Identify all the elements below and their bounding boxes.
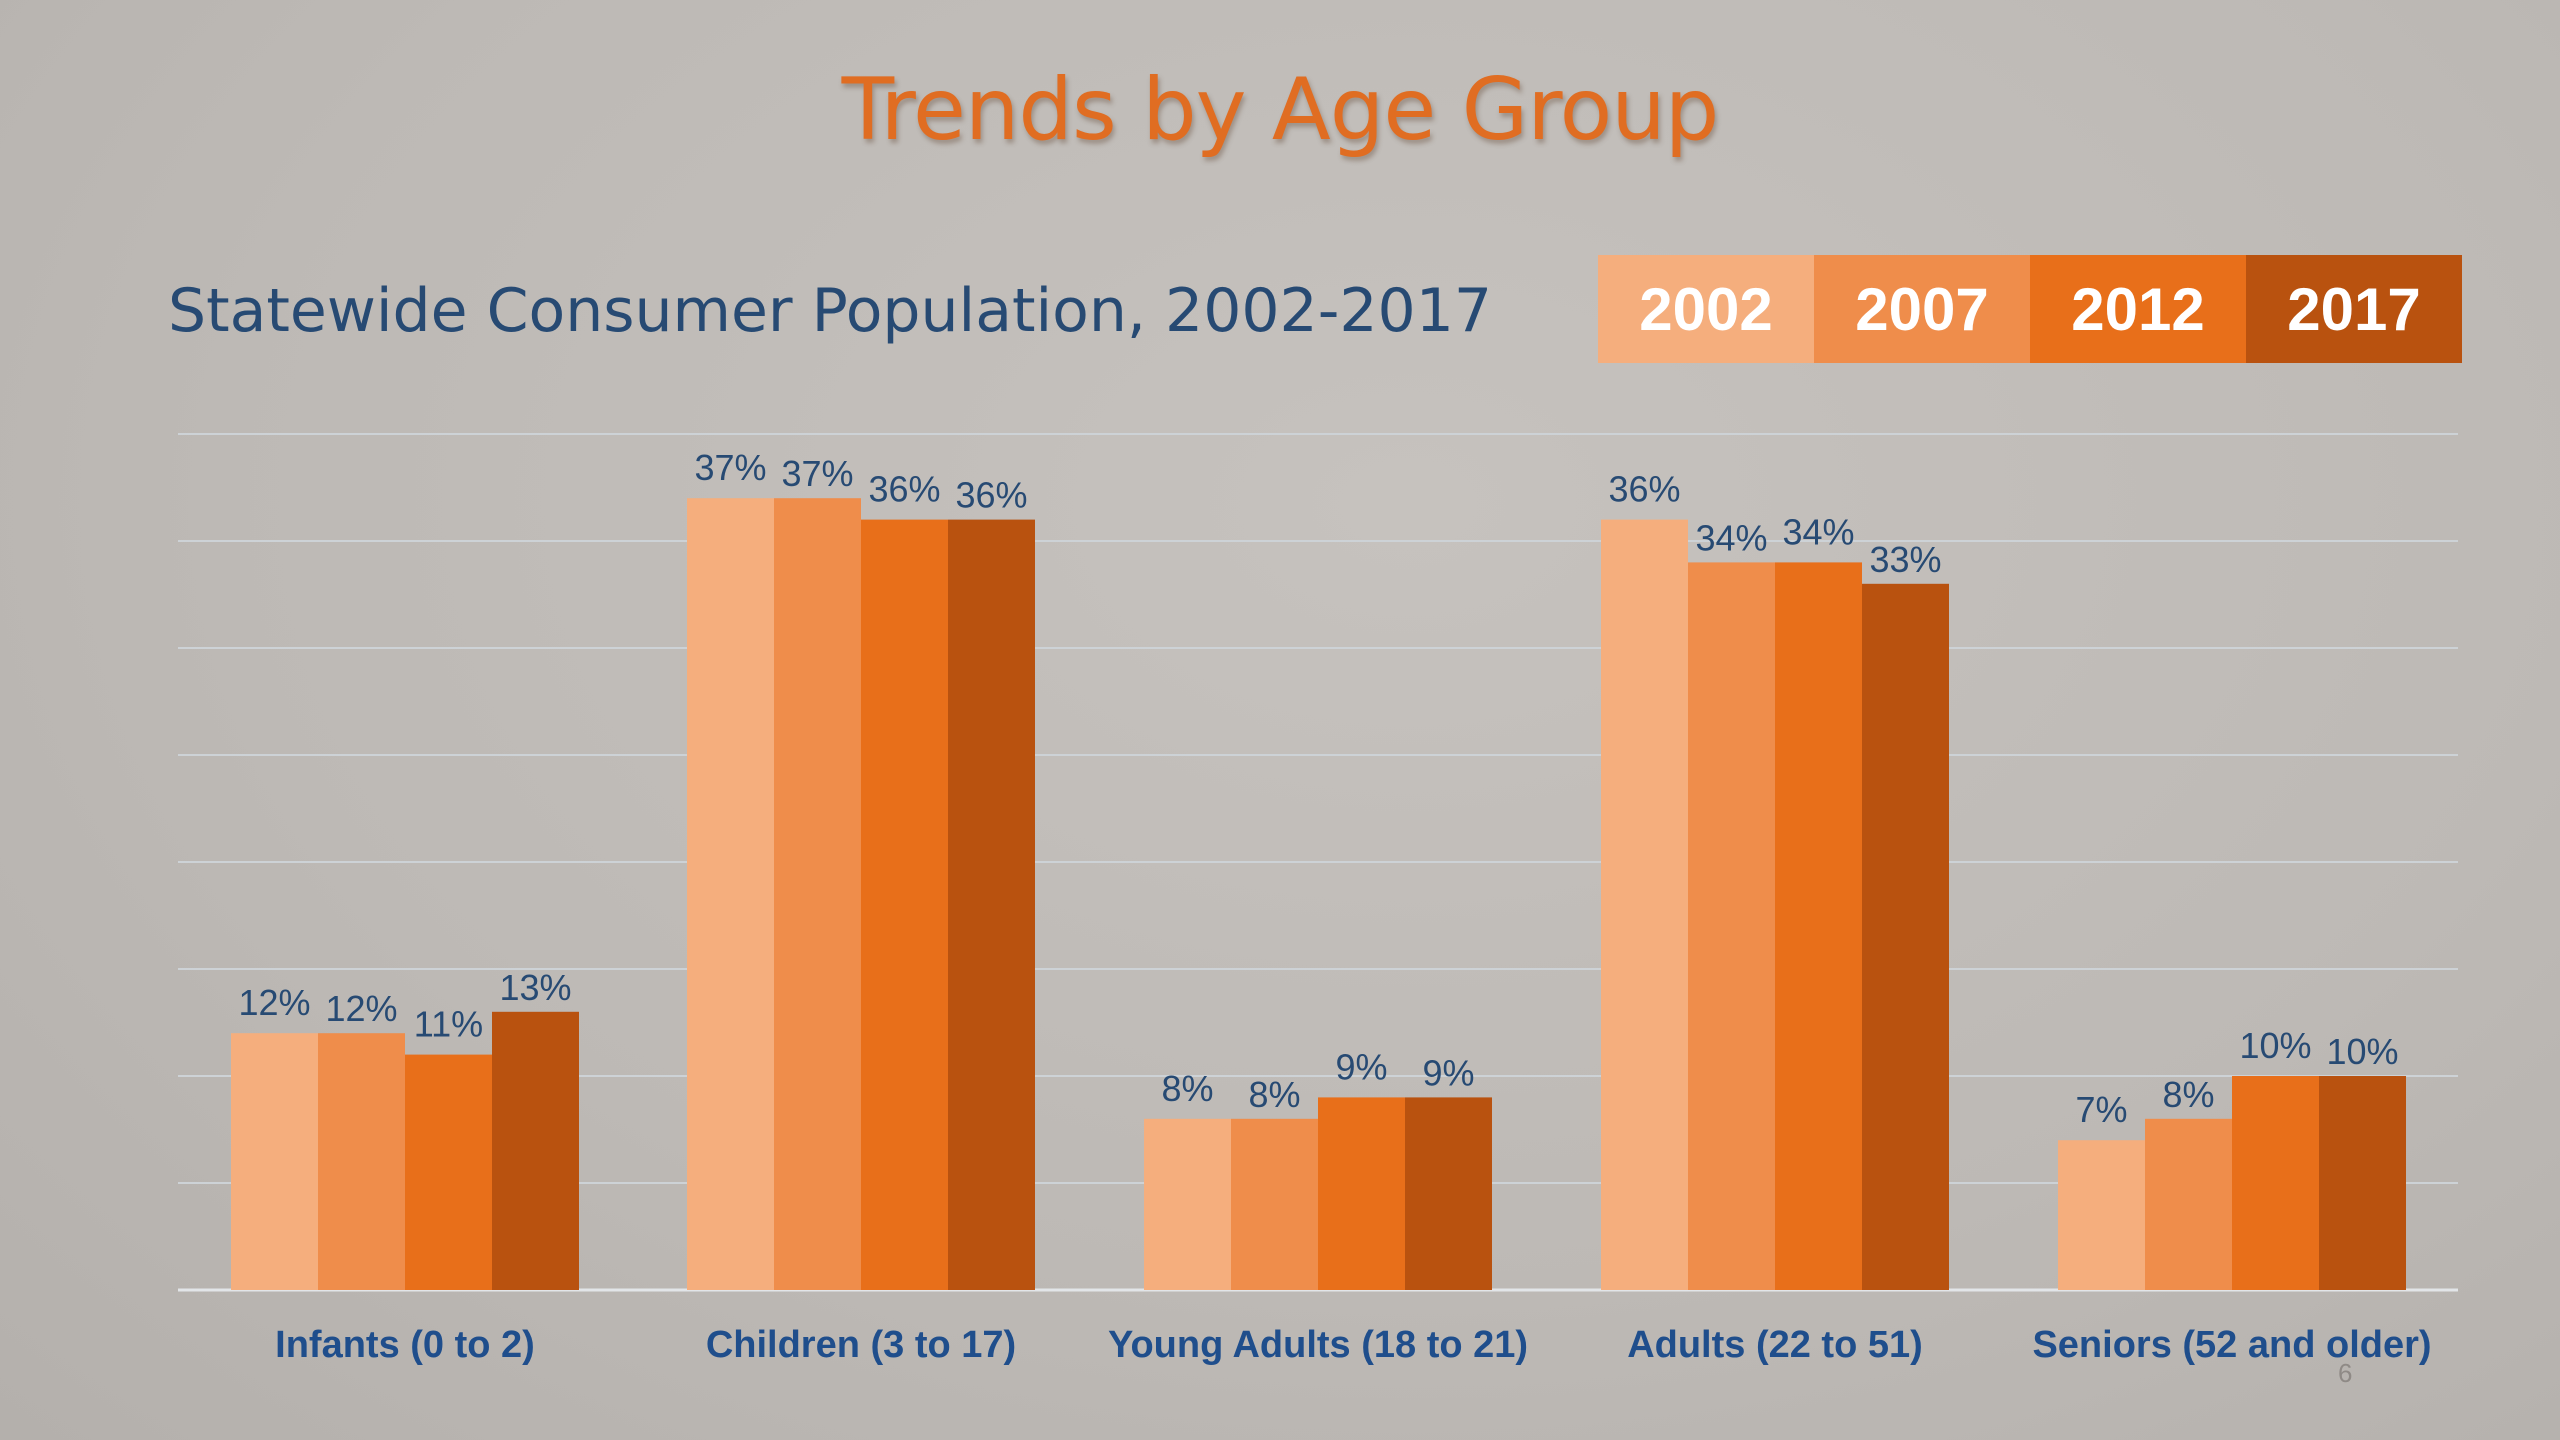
legend-item-2002: 2002 xyxy=(1598,255,1814,363)
bar-2007-2 xyxy=(1231,1118,1318,1290)
value-label: 12% xyxy=(325,988,397,1029)
value-label: 10% xyxy=(2239,1025,2311,1066)
bar-2007-0 xyxy=(318,1033,405,1290)
value-label: 37% xyxy=(781,453,853,494)
value-label: 11% xyxy=(414,1004,483,1045)
bar-2007-4 xyxy=(2145,1118,2232,1290)
bar-2002-2 xyxy=(1144,1118,1231,1290)
value-label: 36% xyxy=(1608,469,1680,510)
slide-title: Trends by Age Group xyxy=(841,60,1720,160)
value-label: 12% xyxy=(238,982,310,1023)
bar-2017-2 xyxy=(1405,1097,1492,1290)
value-label: 34% xyxy=(1782,511,1854,552)
bar-2017-3 xyxy=(1862,583,1949,1290)
bar-2012-0 xyxy=(405,1054,492,1290)
value-label: 9% xyxy=(1335,1046,1387,1087)
bars xyxy=(231,498,2406,1290)
category-label: Young Adults (18 to 21) xyxy=(1108,1324,1528,1366)
bar-2002-3 xyxy=(1601,519,1688,1290)
category-label: Adults (22 to 51) xyxy=(1627,1324,1923,1366)
category-labels: Infants (0 to 2) Children (3 to 17) Young … xyxy=(275,1324,2431,1366)
value-label: 36% xyxy=(955,475,1027,516)
bar-2007-1 xyxy=(774,498,861,1290)
legend-item-2007: 2007 xyxy=(1814,255,2030,363)
value-label: 8% xyxy=(1248,1074,1300,1115)
legend-item-2012: 2012 xyxy=(2030,255,2246,363)
page-number: 6 xyxy=(2338,1358,2353,1388)
bar-2017-4 xyxy=(2319,1076,2406,1290)
value-label: 33% xyxy=(1869,539,1941,580)
value-label: 34% xyxy=(1695,517,1767,558)
value-label: 37% xyxy=(694,447,766,488)
category-label: Children (3 to 17) xyxy=(706,1324,1016,1366)
value-label: 8% xyxy=(2162,1074,2214,1115)
value-label: 7% xyxy=(2075,1089,2127,1130)
bar-2002-4 xyxy=(2058,1140,2145,1290)
bar-2012-4 xyxy=(2232,1076,2319,1290)
bar-2002-0 xyxy=(231,1033,318,1290)
bar-2017-0 xyxy=(492,1011,579,1290)
legend-item-2017: 2017 xyxy=(2246,255,2462,363)
value-label: 36% xyxy=(868,469,940,510)
category-label: Infants (0 to 2) xyxy=(275,1324,535,1366)
bar-2017-1 xyxy=(948,519,1035,1290)
category-label: Seniors (52 and older) xyxy=(2032,1324,2431,1366)
value-label: 8% xyxy=(1161,1068,1213,1109)
bar-2012-2 xyxy=(1318,1097,1405,1290)
value-labels: 12% 12% 11% 13% 37% 37% 36% 36% 8% 8% 9% 9% 36% 34% 34… xyxy=(238,447,2398,1130)
value-label: 13% xyxy=(499,967,571,1008)
chart-title: Statewide Consumer Population, 2002-2017 xyxy=(168,276,1493,346)
bar-2002-1 xyxy=(687,498,774,1290)
value-label: 10% xyxy=(2326,1031,2398,1072)
bar-2012-1 xyxy=(861,519,948,1290)
bar-2012-3 xyxy=(1775,562,1862,1290)
chart-legend: 2002 2007 2012 2017 xyxy=(1598,255,2462,363)
bar-2007-3 xyxy=(1688,562,1775,1290)
value-label: 9% xyxy=(1422,1052,1474,1093)
